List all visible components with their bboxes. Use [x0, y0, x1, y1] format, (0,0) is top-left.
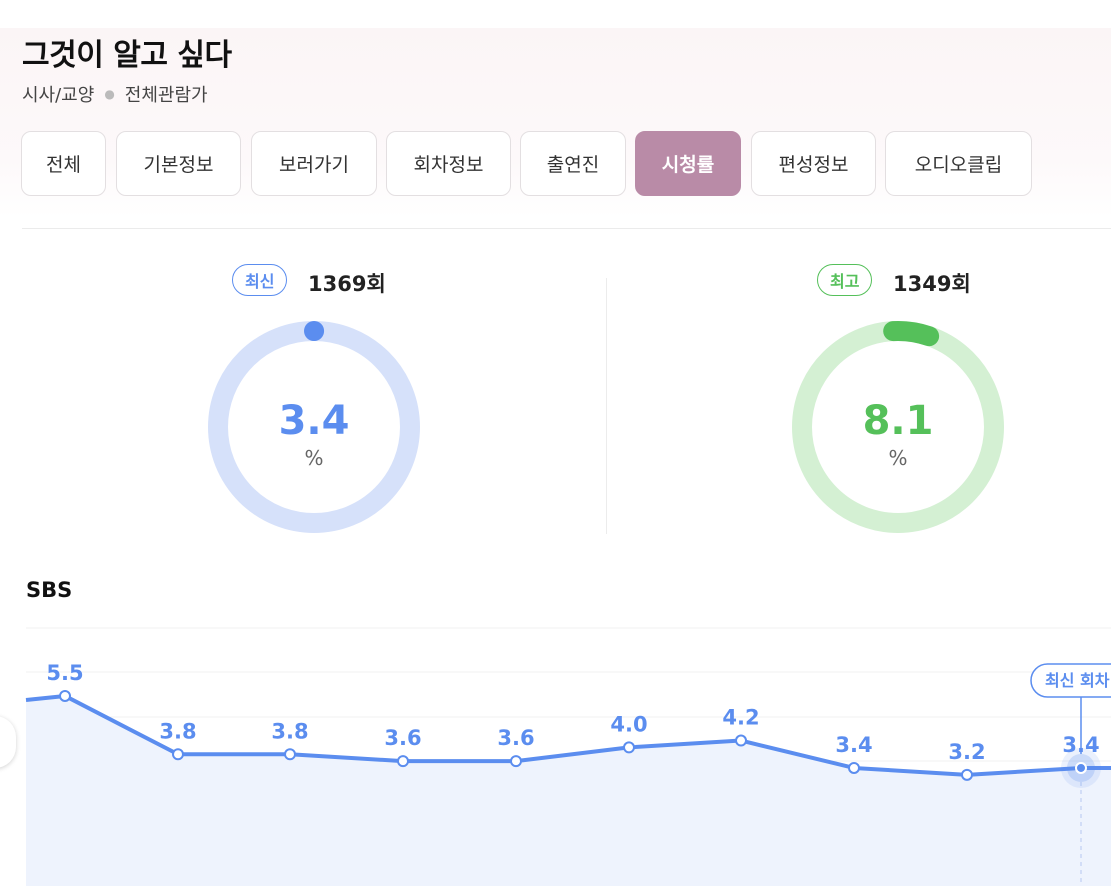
ratings-line-chart: 최신 회차 5.5 3.8 3.8 3.6 3.6 4.0 4.2 3.4 3.2 3.4: [25, 627, 1111, 886]
data-label: 4.2: [722, 706, 759, 730]
tab-cast[interactable]: 출연진: [520, 131, 626, 196]
latest-rating-value: 3.4: [278, 398, 350, 444]
data-point: [848, 761, 860, 774]
latest-badge: 최신: [232, 264, 288, 296]
age-rating-label: 전체관람가: [124, 85, 208, 106]
tab-all[interactable]: 전체: [21, 131, 106, 196]
data-point: [284, 748, 296, 761]
best-rating-unit: %: [888, 446, 908, 470]
data-point: [735, 734, 747, 747]
latest-rating-ring: [208, 320, 420, 533]
latest-episode-tag-text: 최신 회차: [1045, 671, 1110, 690]
data-label: 4.0: [610, 712, 647, 736]
data-label: 3.6: [497, 726, 534, 750]
chart-area: [26, 695, 1111, 886]
genre-label: 시사/교양: [22, 85, 95, 106]
data-label: 3.2: [948, 740, 985, 764]
latest-episode: 1369회: [308, 272, 386, 296]
tab-audio-clip[interactable]: 오디오클립: [885, 131, 1032, 196]
program-meta: 시사/교양 ● 전체관람가: [22, 81, 208, 107]
data-point: [59, 689, 71, 702]
latest-episode-tag: [1030, 663, 1111, 698]
best-rating-value: 8.1: [862, 398, 934, 444]
data-label: 3.4: [1062, 733, 1099, 757]
best-badge: 최고: [817, 264, 873, 296]
scroll-left-button[interactable]: [0, 716, 16, 768]
data-label: 5.5: [46, 661, 83, 685]
data-label: 3.4: [835, 733, 872, 757]
best-episode: 1349회: [893, 272, 971, 296]
network-label: SBS: [26, 578, 73, 602]
data-point: [623, 741, 635, 754]
tab-episodes[interactable]: 회차정보: [386, 131, 511, 196]
tab-watch[interactable]: 보러가기: [251, 131, 377, 196]
tab-ratings[interactable]: 시청률: [635, 131, 741, 196]
data-label: 3.8: [271, 719, 308, 743]
data-point: [172, 748, 184, 761]
data-point: [397, 755, 409, 768]
column-divider: [606, 278, 607, 534]
latest-point: [1075, 761, 1087, 774]
data-point: [961, 768, 973, 781]
tab-schedule[interactable]: 편성정보: [751, 131, 876, 196]
data-label: 3.8: [159, 719, 196, 743]
best-rating-ring: [792, 321, 1004, 533]
best-ring-arc: [883, 321, 940, 347]
section-divider: [22, 228, 1111, 229]
tab-basic-info[interactable]: 기본정보: [116, 131, 241, 196]
separator-dot-icon: ●: [104, 87, 115, 101]
program-title: 그것이 알고 싶다: [22, 38, 232, 73]
data-label: 3.6: [384, 726, 421, 750]
latest-rating-unit: %: [304, 446, 324, 470]
series-line: [25, 693, 1111, 777]
data-point: [510, 755, 522, 768]
